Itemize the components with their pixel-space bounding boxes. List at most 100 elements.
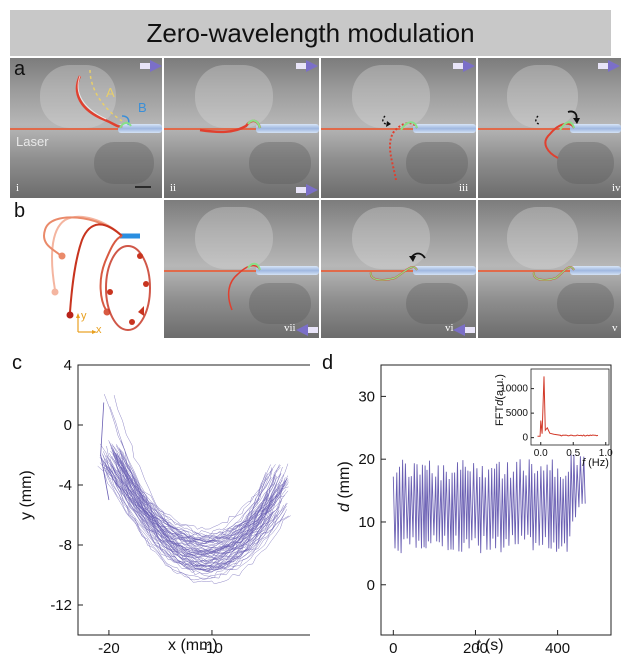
trajectory-line: [108, 440, 276, 530]
y-tick-label: 30: [358, 388, 375, 405]
trajectory-line: [102, 466, 280, 543]
laser-beam: [478, 270, 573, 272]
fft-line: [537, 376, 599, 437]
trajectory-line: [115, 453, 279, 545]
chart-c-ylabel: y (mm): [18, 470, 35, 520]
tile-v: v: [478, 200, 621, 338]
tile-iii-overlay: [382, 115, 418, 181]
panel-c-label: c: [12, 352, 22, 374]
trajectory-line: [103, 463, 287, 580]
tile-iv-overlay: [535, 110, 580, 159]
inset-y-tick-label: 5000: [506, 408, 529, 419]
trajectory-line: [106, 455, 274, 550]
tile-i-overlay: [75, 69, 151, 188]
trajectory-line: [113, 460, 280, 552]
left-arrow-icon: [296, 324, 318, 336]
left-arrow-icon: [453, 324, 475, 336]
fft-inset: 0.0 0.5 1.0 0 5000 10000: [500, 368, 613, 459]
figure-banner: Zero-wavelength modulation: [10, 10, 611, 56]
x-tick-label: -20: [98, 640, 120, 655]
trajectory-line: [102, 455, 273, 571]
tile-ii: ii: [164, 58, 319, 198]
fiber: [413, 266, 476, 275]
x-tick-label: 400: [545, 640, 570, 655]
right-arrow-icon: [296, 60, 318, 72]
tile-ii-overlay: [199, 119, 262, 134]
chart-d-xlabel: t (s): [476, 637, 504, 654]
trajectory-line: [110, 450, 276, 539]
segment-a-label: A: [106, 85, 115, 100]
right-arrow-icon: [296, 184, 318, 196]
laser-beam: [321, 128, 416, 130]
inset-x-tick-label: 0.5: [566, 448, 580, 459]
trajectory-line: [100, 402, 110, 501]
y-tick-label: -12: [50, 597, 72, 614]
laser-label: Laser: [16, 134, 49, 149]
trajectory-line: [97, 465, 283, 571]
tile-roman-label: v: [612, 322, 618, 334]
trajectory-traces: [97, 394, 291, 585]
trajectory-line: [116, 464, 273, 575]
segment-b-label: B: [138, 100, 147, 115]
tile-vi: vi: [321, 200, 476, 338]
inset-x-tick-label: 0.0: [534, 448, 548, 459]
laser-beam: [478, 128, 573, 130]
chart-c-ticks: -20-10040-4-8-12: [50, 357, 223, 655]
inset-x-tick-label: 1.0: [599, 448, 613, 459]
panel-d-label: d: [322, 352, 334, 374]
trajectory-line: [117, 453, 287, 568]
y-tick-label: -8: [59, 537, 72, 554]
fiber: [118, 124, 162, 133]
right-arrow-icon: [453, 60, 475, 72]
trajectory-line: [111, 444, 269, 537]
chart-d-ylabel: d (mm): [336, 461, 353, 512]
right-arrow-icon: [140, 60, 162, 72]
laser-beam: [164, 128, 259, 130]
fiber: [256, 266, 319, 275]
inset-y-tick-label: 10000: [500, 384, 528, 395]
chart-c-xlabel: x (mm): [168, 637, 218, 654]
trajectory-line: [112, 468, 289, 544]
trajectory-line: [119, 447, 289, 535]
trajectory-line: [109, 442, 289, 554]
y-tick-label: 0: [367, 577, 375, 594]
inset-ylabel: FFTd(a.u.): [494, 374, 506, 426]
tile-iv: iv: [478, 58, 621, 198]
tile-roman-label: ii: [170, 182, 177, 194]
trajectory-line: [110, 465, 278, 559]
fiber: [570, 266, 621, 275]
panel-b-schematic: b y x: [10, 200, 162, 338]
x-tick-label: -10: [201, 640, 223, 655]
trajectory-line: [120, 466, 273, 552]
axis-y-label: y: [81, 310, 87, 322]
tile-i: a A B Laser i: [10, 58, 162, 198]
laser-beam: [10, 128, 120, 130]
inset-y-tick-label: 0: [522, 433, 528, 444]
fiber: [256, 124, 319, 133]
fiber: [413, 124, 476, 133]
y-tick-label: 0: [64, 417, 72, 434]
trajectory-schematic: [43, 215, 151, 334]
y-tick-label: 10: [358, 514, 375, 531]
tile-roman-label: vii: [284, 322, 296, 334]
tile-vi-overlay: [369, 252, 426, 281]
tile-iii: iii: [321, 58, 476, 198]
tile-roman-label: vi: [445, 322, 454, 334]
inset-xlabel: f (Hz): [582, 457, 609, 469]
trajectory-line: [109, 452, 269, 552]
tile-roman-label: iii: [459, 182, 469, 194]
tile-vii: vii: [164, 200, 319, 338]
trajectory-line: [111, 465, 286, 555]
time-series-chart: 0 200 400 0 10 20 30 0.0 0.5 1.0 0 5000 10000: [358, 364, 613, 655]
distance-trace: [392, 454, 586, 554]
trajectory-line: [99, 457, 287, 573]
y-tick-label: 20: [358, 451, 375, 468]
tile-roman-label: i: [16, 182, 20, 194]
trajectory-line: [103, 468, 281, 538]
panel-a-label: a: [14, 58, 26, 80]
x-tick-label: 0: [389, 640, 397, 655]
axis-x-label: x: [96, 324, 102, 336]
fiber: [570, 124, 621, 133]
distance-line: [392, 454, 586, 554]
chart-d-ticks: 0 200 400 0 10 20 30: [358, 388, 570, 655]
